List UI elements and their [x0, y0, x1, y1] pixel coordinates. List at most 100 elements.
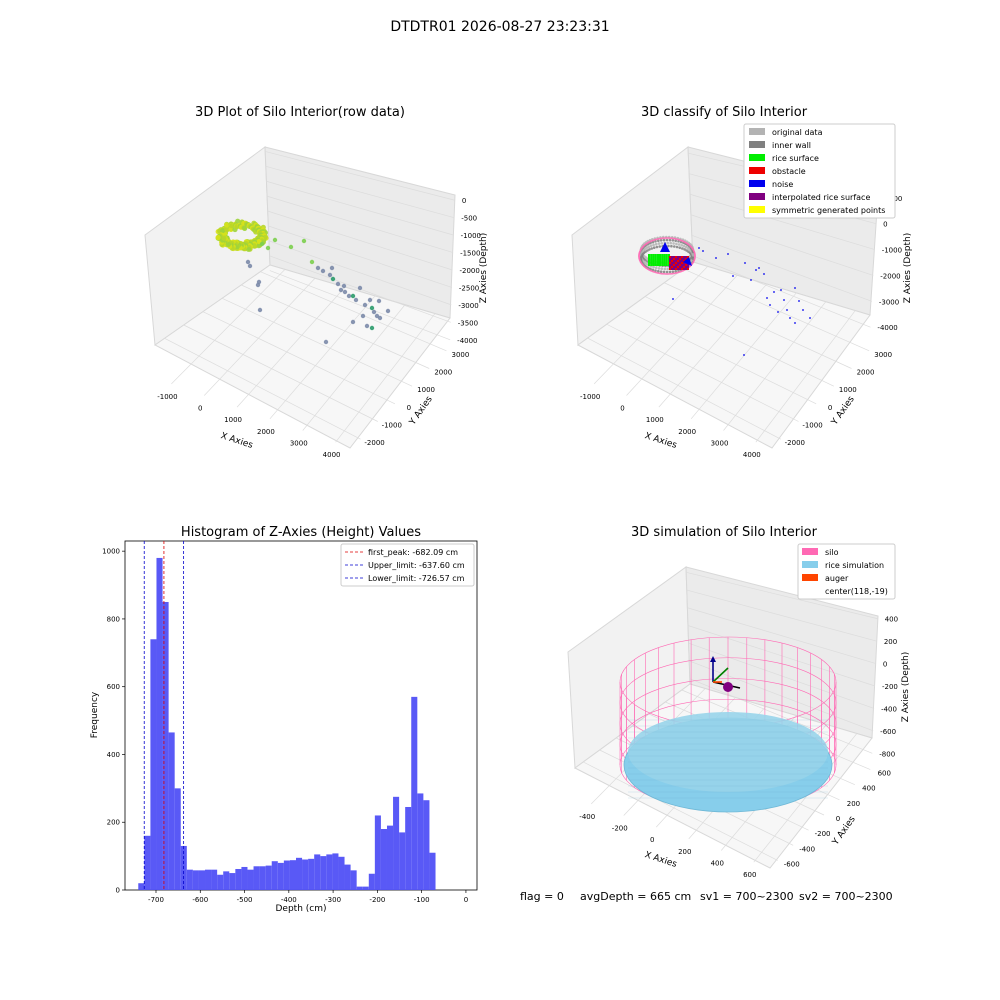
- center-marker: [723, 682, 733, 692]
- data-point: [685, 266, 687, 268]
- data-point: [677, 268, 679, 270]
- data-point: [671, 268, 673, 270]
- data-point: [683, 260, 685, 262]
- legend-label: noise: [772, 180, 793, 189]
- legend-swatch: [749, 180, 765, 187]
- data-point: [786, 309, 788, 311]
- raw-plot-xlabel: X Axies: [219, 431, 254, 451]
- data-point: [798, 300, 800, 302]
- data-point: [661, 258, 664, 260]
- data-point: [683, 257, 692, 266]
- data-point: [682, 244, 686, 248]
- data-point: [259, 241, 265, 247]
- data-point: [658, 245, 661, 248]
- histogram-bar: [320, 856, 327, 890]
- data-point: [802, 309, 804, 311]
- grid-line: [203, 278, 316, 396]
- z-tick-label: -2000: [460, 267, 480, 275]
- data-point: [654, 242, 658, 246]
- data-point: [727, 253, 729, 255]
- rice-simulation-surface: [623, 712, 833, 813]
- z-tick-label: -1000: [882, 247, 902, 255]
- data-point: [659, 258, 662, 260]
- data-point: [769, 304, 771, 306]
- x-tick-label: -400: [281, 896, 297, 904]
- legend-swatch: [802, 561, 818, 568]
- histogram-bar: [429, 852, 436, 890]
- data-point: [224, 227, 230, 233]
- x-tick-label: -1000: [157, 393, 177, 401]
- data-point: [673, 266, 675, 268]
- data-point: [671, 258, 673, 260]
- data-point: [669, 262, 671, 264]
- data-point: [654, 260, 657, 262]
- grid-line: [644, 296, 834, 387]
- data-point: [789, 317, 791, 319]
- grid-line: [755, 310, 856, 443]
- grid-line: [687, 607, 877, 664]
- classify-plot-y-ticks: -2000 -1000 0 1000 2000 3000: [785, 351, 892, 447]
- grid-line: [606, 323, 799, 422]
- data-point: [369, 305, 375, 311]
- histogram-bar: [283, 860, 290, 890]
- classify-plot-x-ticks: -1000 0 1000 2000 3000 4000: [580, 393, 761, 459]
- histogram-bar: [296, 857, 303, 890]
- data-point: [677, 260, 679, 262]
- data-point: [675, 268, 677, 270]
- data-point: [648, 262, 651, 264]
- x-tick-label: 0: [198, 405, 202, 413]
- x-tick-label: 2000: [678, 428, 696, 436]
- legend-swatch: [749, 128, 765, 135]
- simulation-plot-xlabel: X Axies: [643, 850, 678, 870]
- legend-swatch: [749, 206, 765, 213]
- raw-plot-title: 3D Plot of Silo Interior(row data): [195, 105, 405, 120]
- data-point: [246, 246, 252, 252]
- data-point: [675, 266, 677, 268]
- z-tick-label: 200: [884, 638, 897, 646]
- data-point: [659, 254, 662, 256]
- data-point: [645, 246, 649, 250]
- data-point: [371, 309, 377, 315]
- y-tick-label: -1000: [802, 422, 822, 430]
- data-point: [654, 264, 657, 266]
- grid-line: [267, 210, 453, 271]
- data-point: [654, 256, 657, 258]
- data-point: [648, 264, 651, 266]
- data-point: [362, 302, 368, 308]
- data-point: [743, 354, 745, 356]
- data-point: [648, 254, 651, 256]
- z-tick-label: -3000: [879, 298, 899, 306]
- data-point: [647, 245, 651, 248]
- legend-swatch: [802, 574, 818, 581]
- z-arrow-head: [710, 656, 716, 662]
- classify-plot-ylabel: Y Axies: [829, 394, 857, 427]
- data-point: [679, 256, 681, 258]
- data-point: [367, 297, 373, 303]
- y-tick-label: 0: [836, 815, 840, 823]
- data-point: [652, 262, 655, 264]
- data-point: [681, 247, 684, 250]
- raw-plot-x-ticks: -1000 0 1000 2000 3000 4000: [157, 393, 340, 459]
- data-point: [783, 299, 785, 301]
- x-tick-label: -300: [325, 896, 341, 904]
- histogram-bar: [326, 854, 333, 890]
- data-point: [659, 262, 662, 264]
- data-point: [669, 266, 671, 268]
- data-point: [648, 256, 651, 258]
- data-point: [353, 297, 359, 303]
- data-point: [364, 323, 370, 329]
- data-point: [648, 248, 651, 251]
- data-point: [656, 258, 659, 260]
- data-point: [662, 270, 666, 274]
- data-point: [652, 260, 655, 262]
- histogram-bar: [344, 864, 351, 890]
- z-tick-label: -3000: [458, 302, 478, 310]
- grid-line: [688, 642, 875, 709]
- x-tick-label: 600: [743, 871, 756, 879]
- histogram-bar: [411, 696, 418, 890]
- data-point: [660, 242, 664, 245]
- data-point: [662, 238, 666, 242]
- data-point: [672, 242, 675, 245]
- grid-line: [583, 761, 778, 861]
- grid-line: [268, 240, 452, 306]
